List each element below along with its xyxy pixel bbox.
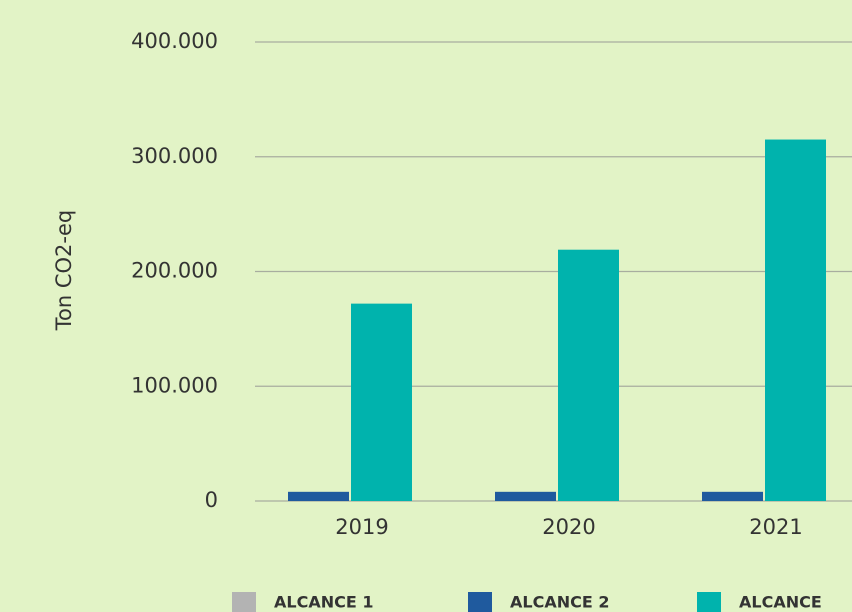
legend-swatch [697,592,721,612]
bar [702,491,763,501]
y-tick-label: 100.000 [131,373,218,397]
bar [288,491,349,501]
bar [495,491,556,501]
legend-swatch [468,592,492,612]
legend-label: ALCANCE 2 [510,593,609,612]
bar [351,303,412,501]
legend-swatch [232,592,256,612]
bar [765,139,826,501]
y-tick-label: 200.000 [131,259,218,283]
legend-label: ALCANCE [739,593,822,612]
y-axis-label: Ton CO2-eq [52,210,76,331]
bar [558,249,619,501]
legend-label: ALCANCE 1 [274,593,373,612]
x-tick-label: 2020 [542,515,595,539]
x-tick-label: 2019 [335,515,388,539]
y-tick-label: 0 [205,488,218,512]
y-tick-label: 400.000 [131,29,218,53]
y-tick-label: 300.000 [131,144,218,168]
x-tick-label: 2021 [749,515,802,539]
